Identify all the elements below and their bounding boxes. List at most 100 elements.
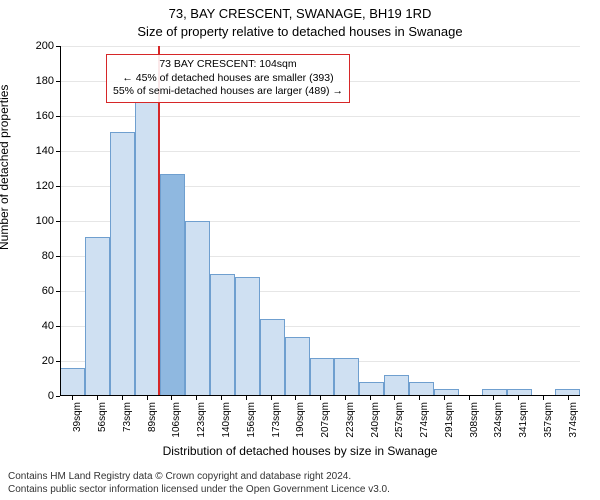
chart-title-line2: Size of property relative to detached ho…: [0, 24, 600, 39]
x-tick-label: 240sqm: [370, 402, 381, 438]
histogram-bar: [310, 358, 335, 397]
x-tick-mark: [518, 396, 519, 400]
y-tick-mark: [56, 151, 60, 152]
y-tick-mark: [56, 361, 60, 362]
y-tick-mark: [56, 396, 60, 397]
y-tick-label: 160: [24, 110, 54, 122]
x-ticks-group: 39sqm56sqm 73sqm 89sqm 106sqm 123sqm 140sqm 15…: [60, 396, 580, 446]
x-tick-label: 291sqm: [444, 402, 455, 438]
x-tick-mark: [221, 396, 222, 400]
x-tick-mark: [122, 396, 123, 400]
plot-area: 73 BAY CRESCENT: 104sqm ← 45% of detache…: [60, 46, 580, 396]
x-tick-label: 89sqm: [147, 402, 158, 432]
histogram-bar: [160, 174, 185, 396]
x-tick-label: 257sqm: [394, 402, 405, 438]
y-axis-label: Number of detached properties: [0, 85, 11, 250]
y-tick-label: 0: [24, 390, 54, 402]
y-tick-label: 80: [24, 250, 54, 262]
x-tick-label: 308sqm: [469, 402, 480, 438]
histogram-bar: [384, 375, 409, 396]
x-tick-label: 73sqm: [122, 402, 133, 432]
x-tick: 308sqm: [456, 396, 481, 446]
x-tick-mark: [320, 396, 321, 400]
x-tick: 73sqm: [110, 396, 135, 446]
x-tick: 274sqm: [407, 396, 432, 446]
x-tick-mark: [370, 396, 371, 400]
x-tick: 207sqm: [308, 396, 333, 446]
histogram-bar: [185, 221, 210, 396]
x-tick: 106sqm: [159, 396, 184, 446]
footer-attribution: Contains HM Land Registry data © Crown c…: [8, 471, 390, 496]
histogram-bar: [235, 277, 260, 396]
x-tick-mark: [543, 396, 544, 400]
annotation-line3: 55% of semi-detached houses are larger (…: [113, 85, 343, 99]
footer-line1: Contains HM Land Registry data © Crown c…: [8, 471, 390, 484]
x-tick: 39sqm: [60, 396, 85, 446]
x-tick: 140sqm: [209, 396, 234, 446]
x-tick-label: 190sqm: [295, 402, 306, 438]
y-tick-mark: [56, 256, 60, 257]
x-tick: 89sqm: [134, 396, 159, 446]
x-tick-label: 223sqm: [345, 402, 356, 438]
x-tick-label: 173sqm: [271, 402, 282, 438]
x-tick-mark: [72, 396, 73, 400]
x-tick: 223sqm: [332, 396, 357, 446]
x-tick-mark: [568, 396, 569, 400]
x-tick: 257sqm: [382, 396, 407, 446]
histogram-bar: [110, 132, 135, 396]
annotation-box: 73 BAY CRESCENT: 104sqm ← 45% of detache…: [106, 54, 350, 103]
x-tick-mark: [171, 396, 172, 400]
x-tick-mark: [493, 396, 494, 400]
x-tick: 173sqm: [258, 396, 283, 446]
y-tick-mark: [56, 186, 60, 187]
y-tick-label: 40: [24, 320, 54, 332]
histogram-bar: [359, 382, 384, 396]
x-tick-label: 207sqm: [320, 402, 331, 438]
histogram-bar: [210, 274, 235, 397]
x-tick: 123sqm: [184, 396, 209, 446]
histogram-bar: [60, 368, 85, 396]
x-tick-mark: [419, 396, 420, 400]
x-tick-mark: [246, 396, 247, 400]
y-tick-label: 120: [24, 180, 54, 192]
x-tick: 56sqm: [85, 396, 110, 446]
x-tick-label: 374sqm: [568, 402, 579, 438]
x-tick-mark: [295, 396, 296, 400]
x-tick-mark: [147, 396, 148, 400]
histogram-bar: [334, 358, 359, 397]
x-tick: 291sqm: [431, 396, 456, 446]
x-tick-label: 106sqm: [171, 402, 182, 438]
y-tick-label: 60: [24, 285, 54, 297]
x-tick-label: 357sqm: [543, 402, 554, 438]
x-tick-mark: [97, 396, 98, 400]
x-tick-mark: [444, 396, 445, 400]
x-tick: 190sqm: [283, 396, 308, 446]
y-axis-line: [60, 46, 61, 396]
x-tick: 324sqm: [481, 396, 506, 446]
x-tick-mark: [469, 396, 470, 400]
x-tick-label: 123sqm: [196, 402, 207, 438]
y-tick-label: 20: [24, 355, 54, 367]
chart-container: 73, BAY CRESCENT, SWANAGE, BH19 1RD Size…: [0, 0, 600, 500]
x-tick-label: 274sqm: [419, 402, 430, 438]
x-tick-mark: [394, 396, 395, 400]
y-tick-label: 200: [24, 40, 54, 52]
y-tick-mark: [56, 81, 60, 82]
y-tick-mark: [56, 46, 60, 47]
annotation-line2: ← 45% of detached houses are smaller (39…: [113, 72, 343, 86]
histogram-bar: [85, 237, 110, 396]
x-tick-label: 140sqm: [221, 402, 232, 438]
x-tick: 357sqm: [531, 396, 556, 446]
x-tick: 240sqm: [357, 396, 382, 446]
x-tick-label: 39sqm: [72, 402, 83, 432]
y-tick-mark: [56, 116, 60, 117]
y-tick-label: 180: [24, 75, 54, 87]
annotation-line1: 73 BAY CRESCENT: 104sqm: [113, 58, 343, 72]
histogram-bar: [135, 102, 160, 396]
y-tick-label: 140: [24, 145, 54, 157]
x-tick: 341sqm: [506, 396, 531, 446]
x-tick-label: 156sqm: [246, 402, 257, 438]
x-tick-label: 341sqm: [518, 402, 529, 438]
x-tick-mark: [271, 396, 272, 400]
histogram-bar: [285, 337, 310, 397]
